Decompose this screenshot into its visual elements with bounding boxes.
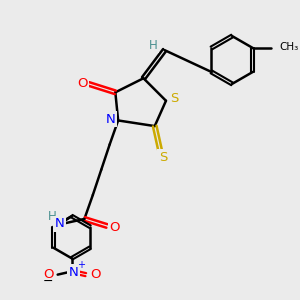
Text: H: H — [148, 39, 157, 52]
Text: S: S — [170, 92, 178, 105]
Text: −: − — [43, 275, 53, 288]
Text: N: N — [68, 266, 78, 279]
Text: O: O — [77, 77, 88, 90]
Text: N: N — [55, 218, 64, 230]
Text: CH₃: CH₃ — [280, 42, 299, 52]
Text: H: H — [48, 210, 56, 223]
Text: N: N — [105, 112, 115, 126]
Text: O: O — [110, 221, 120, 234]
Text: S: S — [159, 151, 167, 164]
Text: O: O — [43, 268, 53, 281]
Text: O: O — [90, 268, 101, 281]
Text: +: + — [77, 260, 85, 269]
